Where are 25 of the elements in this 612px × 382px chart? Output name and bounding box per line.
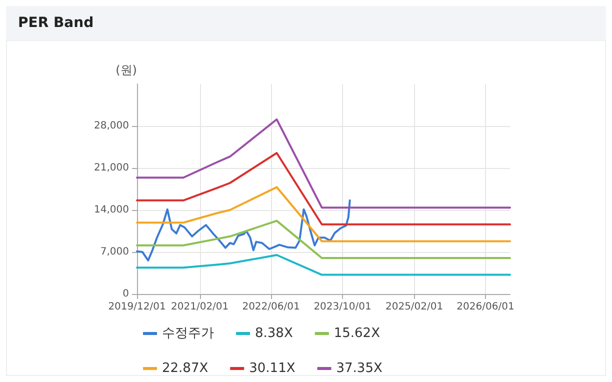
x-tick-label: 2022/06/01 bbox=[242, 302, 300, 312]
legend-label: 30.11X bbox=[249, 361, 296, 376]
legend-label: 8.38X bbox=[255, 326, 293, 341]
y-tick-label: 7,000 bbox=[100, 246, 129, 258]
y-tick-label: 14,000 bbox=[94, 204, 129, 216]
line-series bbox=[136, 152, 511, 226]
line-series bbox=[136, 220, 511, 259]
x-tick-label: 2023/10/01 bbox=[314, 302, 372, 312]
legend-label: 37.35X bbox=[336, 361, 382, 376]
line-series bbox=[136, 254, 511, 276]
x-tick-label: 2025/02/01 bbox=[385, 302, 444, 312]
legend-label: 22.87X bbox=[162, 361, 208, 376]
legend-label: 수정주가 bbox=[162, 326, 214, 341]
x-tick-label: 2026/06/01 bbox=[456, 302, 514, 312]
line-series bbox=[136, 118, 511, 209]
y-tick-label: 28,000 bbox=[94, 120, 129, 132]
x-tick-label: 2021/02/01 bbox=[171, 302, 229, 312]
line-series bbox=[136, 186, 511, 242]
y-tick-label: 0 bbox=[122, 288, 129, 300]
y-axis-title: (원) bbox=[116, 63, 137, 77]
chart-title: PER Band bbox=[18, 15, 94, 31]
line-series bbox=[136, 199, 351, 262]
y-tick-label: 21,000 bbox=[94, 162, 129, 174]
x-tick-label: 2019/12/01 bbox=[108, 302, 166, 312]
legend-label: 15.62X bbox=[334, 326, 380, 341]
